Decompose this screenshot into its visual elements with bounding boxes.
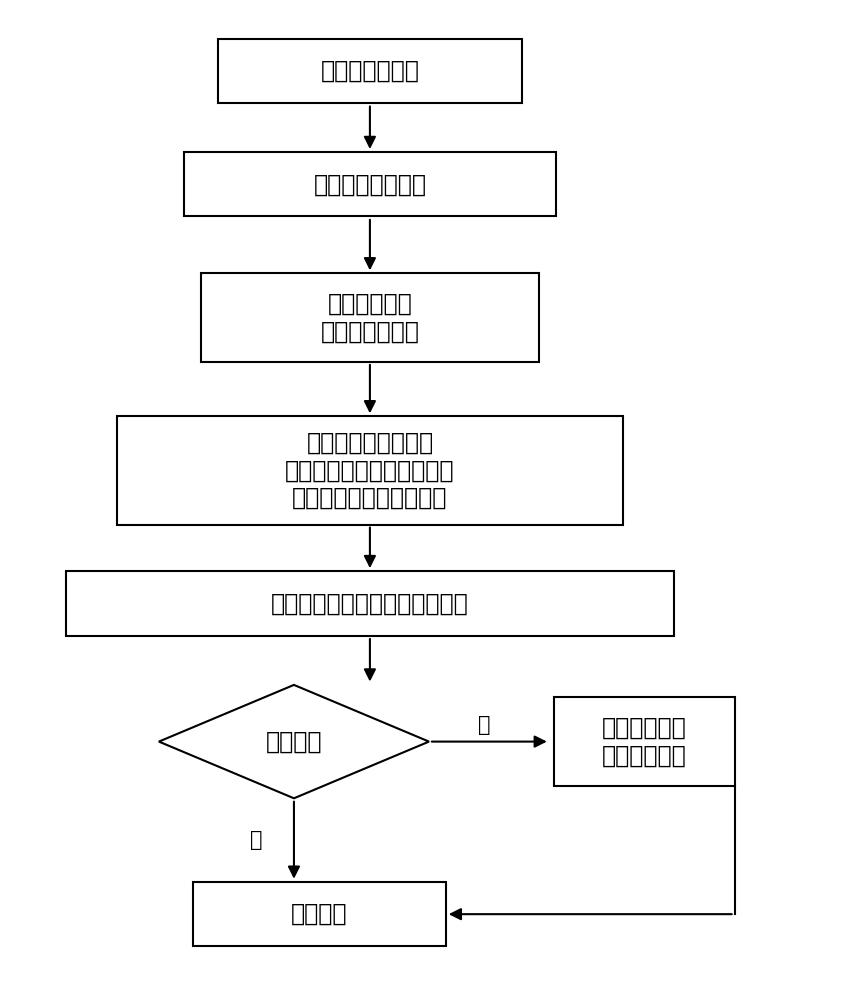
Text: 否: 否 bbox=[250, 830, 263, 850]
Text: 塔顶倾斜仪、
管顶倾斜仪安装: 塔顶倾斜仪、 管顶倾斜仪安装 bbox=[321, 292, 420, 343]
Text: 管内倾斜仪安装: 管内倾斜仪安装 bbox=[321, 59, 420, 83]
Bar bbox=[184, 152, 556, 216]
Text: 管节姿态初始标定: 管节姿态初始标定 bbox=[313, 172, 426, 196]
Text: 是: 是 bbox=[478, 715, 490, 735]
Text: 是否超限: 是否超限 bbox=[266, 730, 323, 754]
Bar bbox=[553, 697, 735, 786]
Bar bbox=[201, 273, 539, 362]
Bar bbox=[66, 571, 674, 636]
Text: 继续监测: 继续监测 bbox=[291, 902, 347, 926]
Text: 测控系统实时监测倾斜关系变化: 测控系统实时监测倾斜关系变化 bbox=[271, 592, 468, 616]
Bar bbox=[218, 39, 522, 103]
Bar bbox=[117, 416, 623, 525]
Bar bbox=[193, 882, 446, 946]
Text: 对测量塔进行
倾斜误差修正: 对测量塔进行 倾斜误差修正 bbox=[601, 716, 686, 767]
Polygon shape bbox=[159, 685, 429, 798]
Text: 管节姿态二次标定，
塔顶倾斜仪、管顶倾斜仪与
管内倾斜仪建立初始关系: 管节姿态二次标定， 塔顶倾斜仪、管顶倾斜仪与 管内倾斜仪建立初始关系 bbox=[285, 431, 455, 510]
